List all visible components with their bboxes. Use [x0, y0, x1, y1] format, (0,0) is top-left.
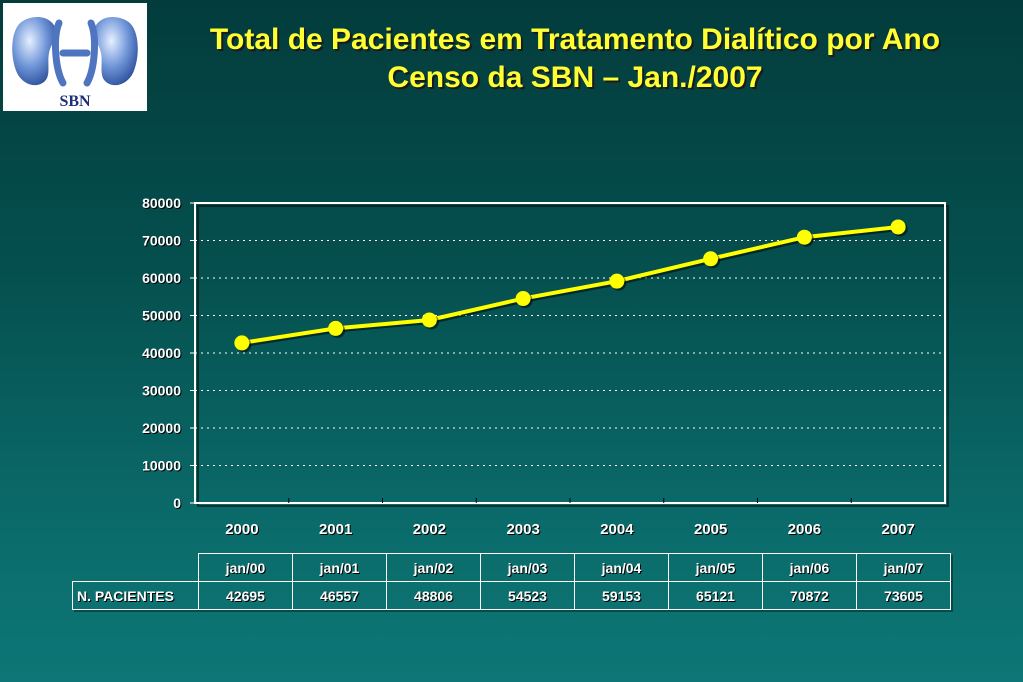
series-line: [241, 224, 899, 345]
x-tick-label: 2005: [694, 521, 727, 538]
x-tick-label: 2007: [881, 521, 914, 538]
x-tick-label-shadow: 2000: [226, 522, 259, 539]
data-point: [515, 291, 531, 307]
x-tick-label-shadow: 2004: [601, 522, 635, 539]
x-tick-label-shadow: 2001: [320, 522, 353, 539]
table-corner: [73, 554, 199, 582]
chart-title-line-2: Censo da SBN – Jan./2007: [387, 61, 763, 94]
table-cell: 59153: [574, 581, 669, 610]
x-tick-label-shadow: 2006: [789, 522, 822, 539]
data-point: [609, 273, 625, 289]
data-point: [234, 335, 250, 351]
y-tick-label-shadow: 0: [174, 496, 182, 512]
data-table: jan/00 jan/01 jan/02 jan/03 jan/04 jan/0…: [72, 553, 951, 610]
table-header-cell: jan/02: [386, 553, 481, 582]
table-header-cell: jan/06: [762, 553, 857, 582]
y-tick-label-shadow: 50000: [143, 309, 182, 325]
table-header-cell: jan/07: [856, 553, 951, 582]
y-tick-label: 80000: [142, 195, 181, 211]
x-tick-label: 2002: [413, 521, 446, 538]
x-tick-label: 2000: [225, 521, 258, 538]
y-tick-label-shadow: 70000: [143, 234, 182, 250]
y-tick-label: 50000: [142, 308, 181, 324]
data-point: [703, 251, 719, 267]
data-point: [796, 229, 812, 245]
table-header-cell: jan/04: [574, 553, 669, 582]
table-cell: 70872: [762, 581, 857, 610]
x-tick-label-shadow: 2005: [695, 522, 728, 539]
table-header-cell: jan/03: [480, 553, 575, 582]
y-tick-label: 10000: [142, 458, 181, 474]
series-line-shadow: [243, 226, 901, 347]
data-point: [421, 312, 437, 328]
y-tick-label: 20000: [142, 420, 181, 436]
sbn-logo: SBN: [3, 3, 147, 111]
x-tick-label: 2004: [600, 521, 634, 538]
y-tick-label: 60000: [142, 270, 181, 286]
y-tick-label-shadow: 10000: [143, 459, 182, 475]
table-cell: 46557: [292, 581, 387, 610]
x-tick-label: 2003: [506, 521, 539, 538]
y-tick-label-shadow: 60000: [143, 271, 182, 287]
plot-frame-shadow: [197, 205, 949, 507]
x-tick-label-shadow: 2007: [882, 522, 915, 539]
x-tick-label: 2001: [319, 521, 352, 538]
table-header-cell: jan/01: [292, 553, 387, 582]
kidney-logo-icon: SBN: [12, 17, 138, 110]
y-tick-label: 40000: [142, 345, 181, 361]
data-point: [328, 320, 344, 336]
table-header-row: jan/00 jan/01 jan/02 jan/03 jan/04 jan/0…: [73, 553, 951, 582]
y-tick-label-shadow: 30000: [143, 384, 182, 400]
table-cell: 48806: [386, 581, 481, 610]
data-point: [890, 219, 906, 235]
y-tick-label-shadow: 20000: [143, 421, 182, 437]
table-cell: 42695: [198, 581, 293, 610]
table-row: N. PACIENTES 42695 46557 48806 54523 591…: [72, 581, 951, 610]
table-header-cell: jan/05: [668, 553, 763, 582]
chart-title-line-1: Total de Pacientes em Tratamento Dialíti…: [209, 23, 941, 56]
table-header-cell: jan/00: [198, 553, 293, 582]
y-tick-label-shadow: 40000: [143, 346, 182, 362]
table-cell: 65121: [668, 581, 763, 610]
table-cell: 54523: [480, 581, 575, 610]
table-cell: 73605: [856, 581, 951, 610]
x-tick-label-shadow: 2002: [414, 522, 447, 539]
table-row-label: N. PACIENTES: [72, 581, 199, 610]
y-tick-label-shadow: 80000: [143, 196, 182, 212]
y-tick-label: 70000: [142, 233, 181, 249]
x-tick-label-shadow: 2003: [507, 522, 540, 539]
y-tick-label: 0: [173, 495, 181, 511]
y-tick-label: 30000: [142, 383, 181, 399]
logo-text: SBN: [59, 93, 91, 110]
x-tick-label: 2006: [788, 521, 821, 538]
